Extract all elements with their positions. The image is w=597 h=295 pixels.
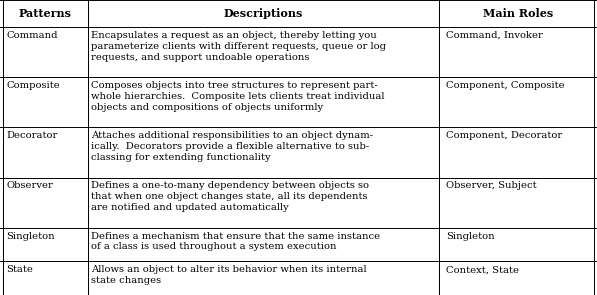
- Text: Main Roles: Main Roles: [483, 8, 553, 19]
- Text: Singleton: Singleton: [446, 232, 494, 241]
- Text: Defines a one-to-many dependency between objects so
that when one object changes: Defines a one-to-many dependency between…: [91, 181, 370, 212]
- Text: Component, Composite: Component, Composite: [446, 81, 565, 90]
- Text: Command, Invoker: Command, Invoker: [446, 31, 543, 40]
- Text: Command: Command: [7, 31, 58, 40]
- Text: Composite: Composite: [7, 81, 60, 90]
- Text: Defines a mechanism that ensure that the same instance
of a class is used throug: Defines a mechanism that ensure that the…: [91, 232, 380, 251]
- Text: Encapsulates a request as an object, thereby letting you
parameterize clients wi: Encapsulates a request as an object, the…: [91, 31, 386, 62]
- Text: Allows an object to alter its behavior when its internal
state changes: Allows an object to alter its behavior w…: [91, 265, 367, 285]
- Text: Composes objects into tree structures to represent part-
whole hierarchies.  Com: Composes objects into tree structures to…: [91, 81, 385, 112]
- Text: Singleton: Singleton: [7, 232, 55, 241]
- Text: Descriptions: Descriptions: [224, 8, 303, 19]
- Text: Context, State: Context, State: [446, 265, 519, 274]
- Text: Patterns: Patterns: [19, 8, 72, 19]
- Text: Component, Decorator: Component, Decorator: [446, 131, 562, 140]
- Text: Attaches additional responsibilities to an object dynam-
ically.  Decorators pro: Attaches additional responsibilities to …: [91, 131, 374, 162]
- Text: State: State: [7, 265, 33, 274]
- Text: Observer, Subject: Observer, Subject: [446, 181, 537, 191]
- Text: Observer: Observer: [7, 181, 54, 191]
- Text: Decorator: Decorator: [7, 131, 58, 140]
